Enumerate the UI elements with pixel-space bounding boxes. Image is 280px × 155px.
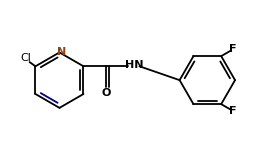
Text: Cl: Cl [20,53,31,63]
Text: N: N [57,47,66,57]
Text: F: F [228,44,236,54]
Text: HN: HN [125,60,143,70]
Text: O: O [101,88,111,98]
Text: F: F [228,106,236,116]
